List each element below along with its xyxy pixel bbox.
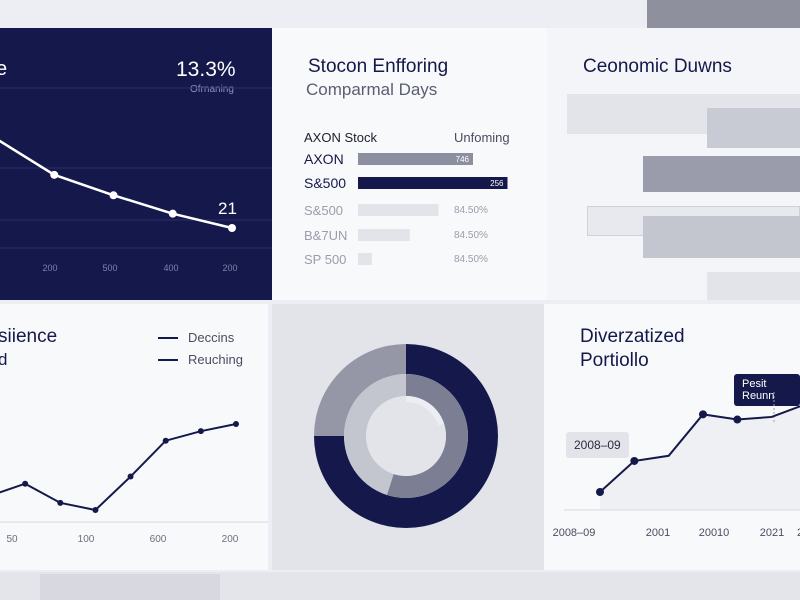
x-tick-label: 400 bbox=[163, 263, 178, 273]
x-tick-label: 2 bbox=[797, 527, 800, 539]
series-area bbox=[600, 406, 800, 510]
value-label: 746 bbox=[456, 155, 470, 164]
panel-subtitle: Comparmal Days bbox=[306, 80, 438, 99]
bar bbox=[358, 177, 508, 189]
year-tag: 2008–09 bbox=[566, 432, 629, 458]
background-block bbox=[643, 216, 800, 258]
donut-chart-panel bbox=[272, 304, 544, 570]
x-tick-label: 50 bbox=[6, 534, 18, 545]
x-tick-label: 200 bbox=[42, 263, 57, 273]
donut-slice bbox=[314, 344, 498, 528]
legend-label: Reuching bbox=[188, 352, 243, 367]
data-point bbox=[162, 437, 169, 444]
bar bbox=[358, 229, 410, 241]
kpi-caption: Ofrnaning bbox=[190, 84, 234, 95]
data-point bbox=[22, 480, 29, 487]
value-label: 84.50% bbox=[454, 254, 488, 265]
panel-title-line2: Portiollo bbox=[580, 350, 649, 371]
data-point bbox=[228, 224, 236, 232]
x-tick-label: 200 bbox=[222, 263, 237, 273]
x-tick-label: 2021 bbox=[760, 527, 784, 539]
bar bbox=[358, 204, 439, 216]
category-label: S&500 bbox=[304, 175, 346, 191]
kpi-value: 13.3% bbox=[176, 58, 236, 81]
panel-title: siience bbox=[0, 326, 58, 347]
data-point bbox=[168, 209, 177, 218]
category-label: B&7UN bbox=[304, 228, 347, 243]
donut-slice bbox=[314, 344, 406, 436]
panel-title-line2: d bbox=[0, 350, 8, 369]
series-line bbox=[0, 139, 233, 230]
background-block bbox=[707, 108, 800, 148]
series-line bbox=[0, 423, 237, 512]
donut-slice bbox=[386, 374, 468, 498]
line-chart-panel-navy: e 13.3% Ofrnaning 21 200 500 400 200 bbox=[0, 28, 272, 300]
value-label: 84.50% bbox=[454, 205, 488, 216]
value-label: 256 bbox=[490, 179, 504, 188]
panel-title: Ceonomic Duwns bbox=[583, 56, 732, 77]
donut-slice bbox=[344, 374, 406, 495]
data-point bbox=[57, 499, 64, 506]
line-chart-svg: 50 100 600 200 bbox=[0, 421, 268, 545]
line-chart-svg: 21 200 500 400 200 bbox=[0, 87, 272, 273]
background-block bbox=[643, 156, 800, 192]
column-header-left: AXON Stock bbox=[304, 130, 377, 145]
legend-line-swatch bbox=[158, 359, 178, 361]
category-label: AXON bbox=[304, 151, 344, 167]
panel-title: Diverzatized bbox=[580, 326, 685, 347]
data-point bbox=[233, 421, 239, 427]
data-point bbox=[50, 170, 59, 179]
data-point bbox=[733, 415, 742, 424]
category-label: SP 500 bbox=[304, 252, 346, 267]
x-tick-label: 2008–09 bbox=[553, 527, 596, 539]
economic-panel: Ceonomic Duwns bbox=[547, 28, 800, 300]
line-chart-svg: 2008–09 2001 20010 2021 2 bbox=[553, 392, 800, 539]
category-label: S&500 bbox=[304, 203, 343, 218]
bar-chart-svg: AXON 746 S&500 256 S&500 84.50% B&7UN 84.50% SP … bbox=[304, 151, 508, 267]
background-block bbox=[40, 574, 220, 600]
data-point bbox=[127, 473, 134, 480]
data-point bbox=[699, 410, 707, 419]
data-label: 21 bbox=[218, 199, 237, 218]
x-tick-label: 600 bbox=[150, 534, 167, 545]
line-chart-panel: siience d Deccins Reuching 50 100 600 200 bbox=[0, 304, 268, 570]
x-tick-label: 500 bbox=[102, 263, 117, 273]
data-point bbox=[197, 428, 204, 435]
background-block bbox=[647, 0, 800, 28]
x-tick-label: 2001 bbox=[646, 527, 670, 539]
donut-hole bbox=[372, 402, 440, 470]
value-label: 84.50% bbox=[454, 230, 488, 241]
tooltip: Pesit Reunn bbox=[734, 374, 800, 406]
panel-title: Stocon Enfforing bbox=[308, 56, 449, 77]
bar bbox=[358, 153, 473, 165]
portfolio-panel: Diverzatized Portiollo Pesit Reunn 2008–… bbox=[544, 304, 800, 570]
data-point bbox=[630, 456, 639, 465]
donut-chart-svg bbox=[314, 344, 498, 528]
bar-chart-panel: Stocon Enfforing Comparmal Days AXON Sto… bbox=[272, 28, 547, 300]
legend-label: Deccins bbox=[188, 330, 235, 345]
data-point bbox=[109, 191, 118, 200]
background-block bbox=[707, 272, 800, 300]
panel-title: e bbox=[0, 58, 8, 80]
data-point bbox=[596, 488, 604, 496]
bar bbox=[358, 253, 372, 265]
column-header-right: Unfoming bbox=[454, 130, 510, 145]
data-point bbox=[92, 507, 99, 513]
x-tick-label: 100 bbox=[78, 534, 95, 545]
x-tick-label: 200 bbox=[222, 534, 239, 545]
legend-line-swatch bbox=[158, 337, 178, 339]
x-tick-label: 20010 bbox=[699, 527, 730, 539]
